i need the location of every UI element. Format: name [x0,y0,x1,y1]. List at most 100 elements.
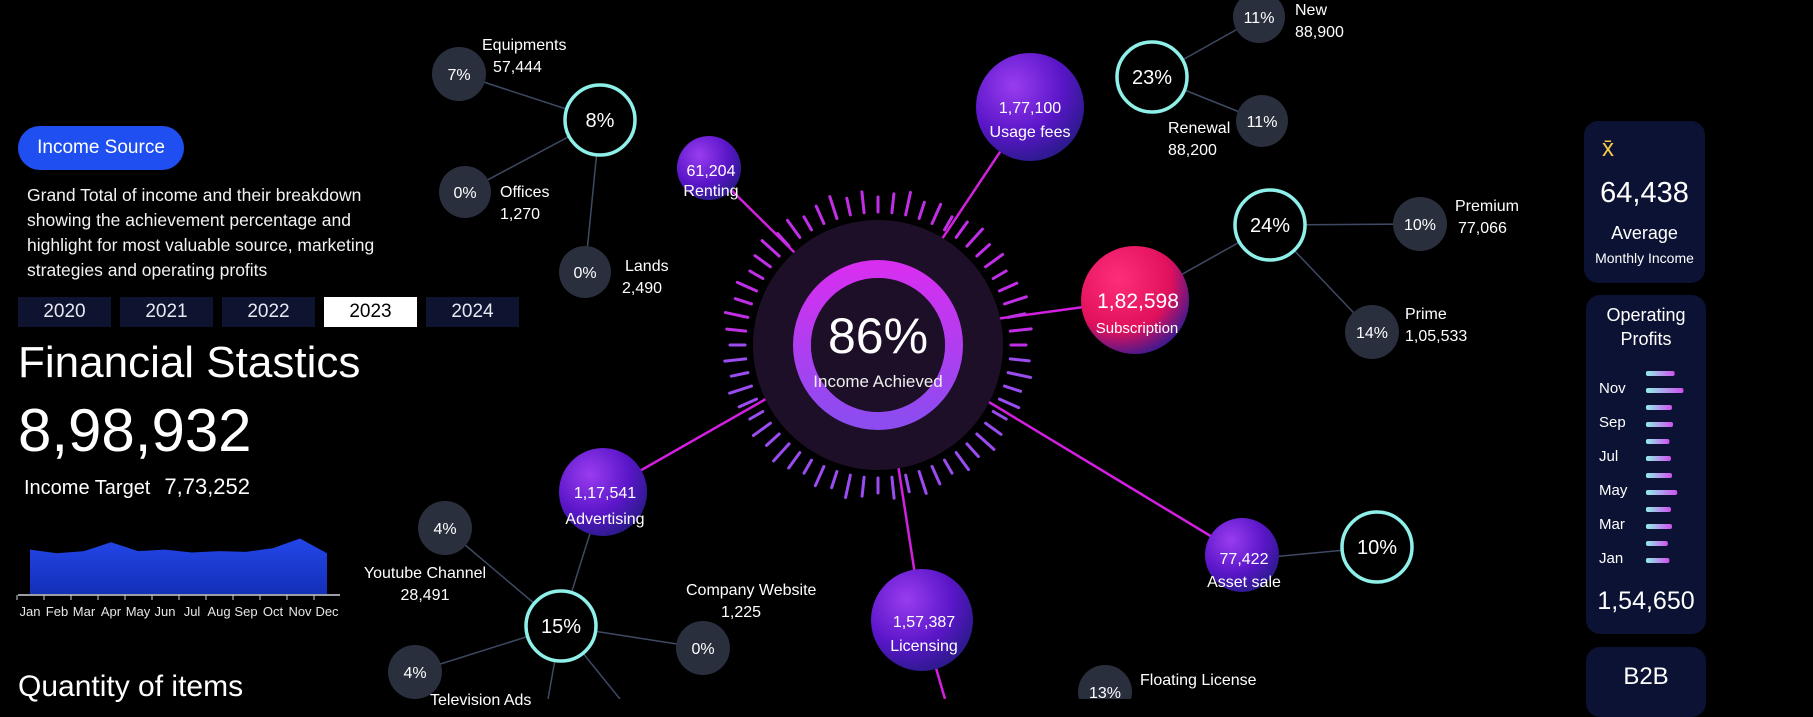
tick-mark [965,442,980,458]
x-tick-label: Feb [46,604,68,619]
ring-usage[interactable] [1115,40,1189,114]
x-tick-label: Mar [73,604,96,619]
leaf-value: 2,490 [622,280,663,297]
b2b-title: B2B [1623,663,1669,690]
year-button[interactable]: 2022 [222,297,315,327]
leaf-television[interactable] [388,645,442,699]
bubble-subscription[interactable] [1081,246,1189,354]
tick-mark [737,397,758,409]
leaf-lands[interactable] [559,246,611,298]
leaf-pct: 13% [1089,685,1121,699]
leaf-value: 1,05,533 [1405,328,1468,345]
tick-mark [1008,327,1033,333]
x-tick-label: Oct [263,604,284,619]
bubble-name: Asset sale [1207,574,1281,591]
bubble-asset[interactable] [1205,518,1279,592]
leaf-offices[interactable] [439,166,491,218]
x-tick-label: Dec [315,604,339,619]
tick-mark [760,239,781,258]
tick-mark [890,475,896,500]
tick-mark [723,311,750,319]
bubble-name: Licensing [890,638,958,655]
leaf-equipments[interactable] [432,47,486,101]
bubble-name: Advertising [565,511,644,528]
ring-asset[interactable] [1340,510,1414,584]
year-button[interactable]: 2021 [120,297,213,327]
ring-renting[interactable] [563,83,637,157]
operating-bar [1646,541,1668,546]
income-source-badge[interactable]: Income Source [18,126,184,170]
leaf-pct: 0% [573,265,596,282]
year-button[interactable]: 2024 [426,297,519,327]
leaf-label-prime: Prime 1,05,533 [1405,304,1467,348]
leaf-nodes [388,0,1447,699]
tick-mark [729,371,750,378]
tick-mark [725,327,748,333]
tick-mark [845,196,852,217]
leaf-label-new: New 88,900 [1295,0,1344,44]
operating-month-label: Jul [1599,448,1619,465]
leaf-name: Renewal [1168,120,1231,137]
center-tick-ring [723,190,1033,500]
leaf-label-television: Television Ads [430,690,531,712]
operating-bar [1646,558,1670,563]
tick-mark [765,432,781,447]
leaf-youtube[interactable] [418,501,472,555]
tick-mark [728,384,754,395]
leaf-name: Equipments [482,37,567,54]
x-tick-label: Jan [20,604,41,619]
income-network-graph: 86% Income Achieved 7% 0% 0% 11% 11% 10%… [388,0,1447,699]
leaf-pct: 11% [1244,10,1275,27]
leaf-pct: 11% [1247,114,1278,131]
leaf-pct: 4% [433,521,456,538]
leaf-name: Prime [1405,306,1447,323]
tick-mark [890,192,896,215]
bubble-renting[interactable] [677,136,741,200]
mean-symbol: x̄ [1602,135,1614,162]
operating-bar [1646,524,1672,529]
bubble-licensing[interactable] [871,569,973,671]
tick-mark [828,195,839,221]
year-button[interactable]: 2020 [18,297,111,327]
bubble-name: Subscription [1096,320,1179,337]
leaf-renewal[interactable] [1236,95,1288,147]
x-tick-label: Nov [288,604,312,619]
average-label: Average [1611,223,1678,243]
ring-pct: 8% [586,110,615,132]
bubble-usage[interactable] [976,53,1084,161]
tick-mark [998,281,1019,293]
year-button-active[interactable]: 2023 [324,297,417,327]
tick-mark [917,200,926,221]
leaf-label-lands: Lands 2,490 [622,256,669,300]
operating-bar [1646,422,1674,427]
tick-mark [965,227,984,248]
leaf-company-website[interactable] [676,621,730,675]
leaf-name: New [1295,2,1328,19]
leaf-percent-labels: 7% 0% 0% 11% 11% 10% 14% 4% 0% 4% 13% [403,10,1436,699]
operating-bars [1646,371,1684,563]
leaf-label-offices: Offices 1,270 [500,182,550,226]
leaf-name: Premium [1455,198,1520,215]
operating-total: 1,54,650 [1597,587,1695,615]
tick-mark [984,252,1005,269]
leaf-label-premium: Premium 77,066 [1455,196,1519,240]
leaf-floating-license[interactable] [1078,665,1132,699]
leaf-prime[interactable] [1345,305,1399,359]
tick-mark [748,269,765,280]
bubble-advertising[interactable] [559,448,647,536]
leaf-new[interactable] [1233,0,1285,43]
b2b-card[interactable]: B2B [1586,647,1706,717]
ring-subscription[interactable] [1233,188,1307,262]
operating-bar [1646,371,1675,376]
operating-month-label: Jan [1599,550,1624,567]
leaf-name: Offices [500,184,550,201]
operating-title: Operating Profits [1606,305,1686,349]
leaf-premium[interactable] [1393,197,1447,251]
bubble-value: 61,204 [687,163,736,180]
x-tick-label: May [126,604,151,619]
ring-advertising[interactable] [524,589,598,663]
tick-mark [984,421,1003,436]
tick-mark [1006,312,1027,319]
leaf-name: Television Ads [430,692,532,709]
operating-month-label: Sep [1599,414,1626,431]
